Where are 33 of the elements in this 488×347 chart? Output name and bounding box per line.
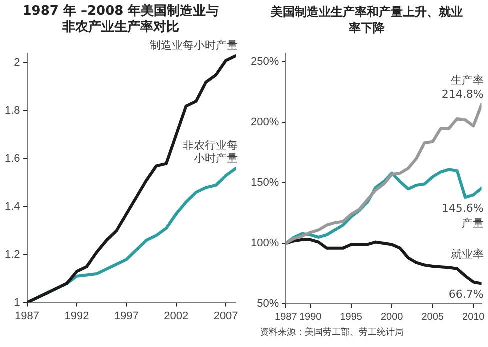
y-tick-label: 1.4	[4, 200, 20, 213]
x-tick-label: 2005	[422, 312, 444, 323]
x-tick-label: 2010	[462, 312, 486, 323]
y-tick-label: 2	[14, 57, 20, 70]
data-label: 214.8%	[442, 88, 484, 102]
x-tick-label: 2002	[164, 310, 189, 322]
y-tick-label: 250%	[250, 56, 280, 68]
series-label: 生产率	[450, 74, 484, 87]
x-tick-label: 1992	[64, 310, 90, 322]
x-tick-label: 1990	[299, 312, 322, 323]
data-label: 66.7%	[448, 288, 484, 302]
y-tick-label: 1.2	[4, 248, 20, 261]
series-label: 就业率	[450, 248, 484, 261]
x-tick-label: 1997	[114, 310, 139, 322]
series-label: 制造业每小时产量	[150, 38, 238, 52]
data-label: 145.6%	[442, 202, 484, 215]
x-tick-label: 1987	[15, 310, 40, 322]
x-tick-label: 1987	[275, 312, 298, 323]
y-tick-label: 1	[14, 296, 20, 309]
y-tick-label: 200%	[250, 116, 280, 129]
x-tick-label: 2007	[214, 310, 238, 322]
y-tick-label: 50%	[257, 298, 280, 310]
y-tick-label: 1.6	[4, 153, 20, 166]
y-tick-label: 1.8	[4, 105, 20, 118]
text: 资料来源：美国劳工部、劳工统计局	[259, 326, 405, 339]
chart-title: 1987 年 –2008 年美国制造业与非农产业生产率对比	[22, 4, 220, 35]
series-label: 产量	[462, 216, 484, 230]
chart-title: 美国制造业生产率和产量上升、就业率下降	[270, 4, 464, 37]
y-tick-label: 100%	[250, 238, 280, 250]
x-tick-label: 2000	[380, 312, 404, 323]
x-tick-label: 1995	[340, 312, 363, 323]
series-label: 非农行业每小时产量	[182, 138, 238, 165]
y-tick-label: 150%	[250, 177, 280, 190]
